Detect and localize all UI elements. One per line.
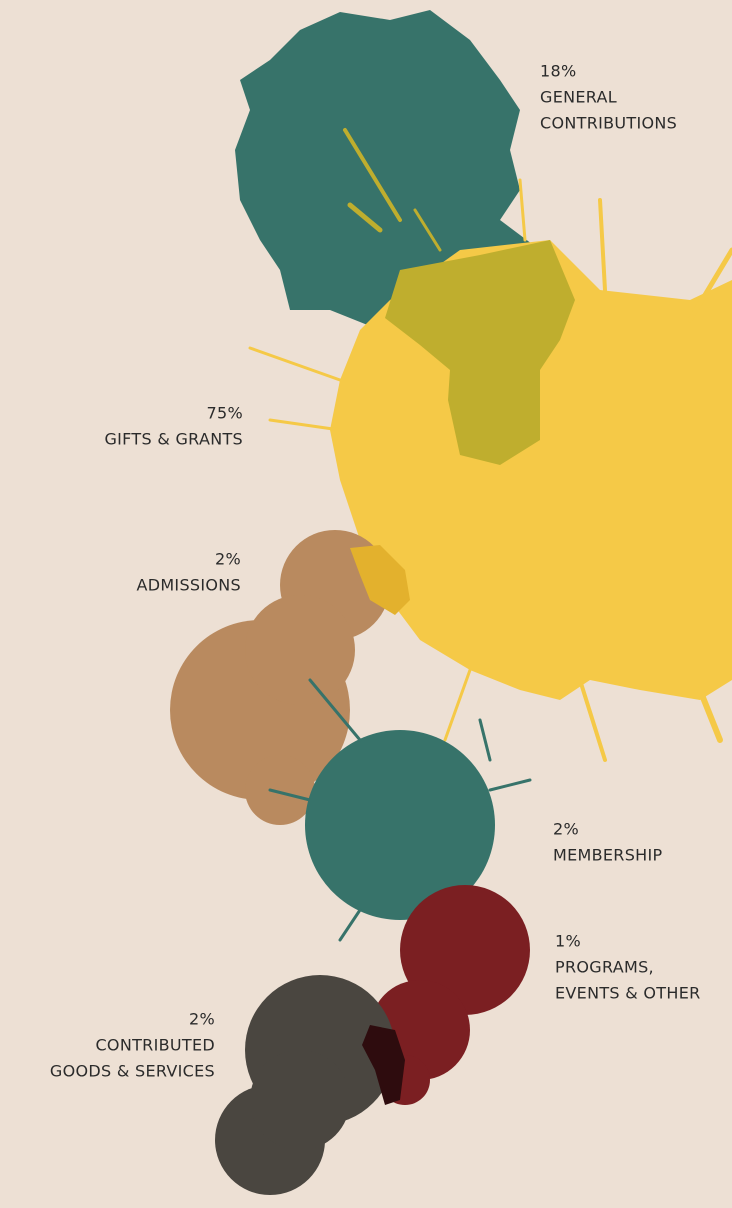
- label: GIFTS & GRANTS: [104, 430, 243, 449]
- percent: 1%: [555, 932, 581, 951]
- splat-admissions: [170, 530, 390, 825]
- label: GENERAL: [540, 88, 617, 107]
- label: GOODS & SERVICES: [50, 1062, 215, 1081]
- percent: 2%: [553, 820, 579, 839]
- label: CONTRIBUTED: [95, 1036, 215, 1055]
- splat-overlap: [350, 545, 410, 615]
- streaks: [343, 128, 442, 252]
- label: ADMISSIONS: [136, 576, 241, 595]
- percent: 2%: [215, 550, 241, 569]
- splat-gifts: [248, 178, 732, 762]
- splat-overlap: [385, 240, 575, 465]
- splat-overlap: [362, 1025, 405, 1105]
- label: PROGRAMS,: [555, 958, 654, 977]
- percent: 75%: [207, 404, 243, 423]
- percent: 18%: [540, 62, 576, 81]
- percent: 2%: [189, 1010, 215, 1029]
- label: EVENTS & OTHER: [555, 984, 701, 1003]
- label: CONTRIBUTIONS: [540, 114, 677, 133]
- label-goods: 2% CONTRIBUTED GOODS & SERVICES: [50, 1010, 215, 1081]
- label-membership: 2% MEMBERSHIP: [553, 820, 663, 865]
- label-gifts: 75% GIFTS & GRANTS: [104, 404, 243, 449]
- splat-membership: [268, 678, 532, 942]
- splat-goods: [215, 975, 395, 1195]
- label-programs: 1% PROGRAMS, EVENTS & OTHER: [555, 932, 701, 1003]
- label-admissions: 2% ADMISSIONS: [136, 550, 241, 595]
- label-general: 18% GENERAL CONTRIBUTIONS: [540, 62, 677, 133]
- label: MEMBERSHIP: [553, 846, 663, 865]
